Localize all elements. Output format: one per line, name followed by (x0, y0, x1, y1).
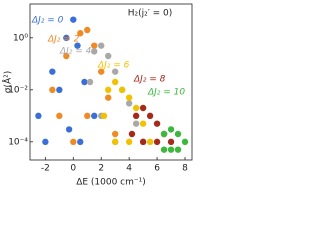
point (139, 138, 147, 146)
point (105, 94, 112, 101)
x-tick-label: -2 (41, 164, 50, 174)
y-tick-label: 10⁻² (8, 85, 28, 95)
point (63, 52, 70, 60)
point (111, 130, 119, 138)
point (84, 26, 91, 34)
point (49, 86, 56, 94)
point (181, 138, 189, 146)
point (125, 100, 133, 107)
point (63, 34, 70, 42)
point (86, 78, 94, 86)
y-axis-label: σ(Å²) (2, 71, 14, 94)
point (100, 112, 108, 120)
point (70, 16, 77, 23)
point (128, 130, 136, 138)
point (56, 112, 63, 120)
point (146, 112, 154, 120)
point (153, 138, 161, 146)
point (98, 68, 105, 75)
point (125, 138, 133, 146)
y-tick-label: 10⁻⁴ (8, 137, 28, 147)
point (74, 42, 81, 49)
x-tick-label: 2 (98, 164, 104, 174)
point (65, 126, 73, 133)
legend-label: ΔJ₂ = 2 (47, 35, 80, 45)
point (160, 146, 168, 153)
point (153, 120, 161, 127)
point (105, 52, 112, 60)
point (98, 42, 105, 49)
point (91, 48, 98, 55)
point (132, 112, 140, 120)
x-axis-label: ΔE (1000 cm⁻¹) (76, 178, 146, 188)
point (167, 126, 175, 133)
point (167, 138, 175, 146)
chart: H₂(j₂′ = 0) ΔE (1000 cm⁻¹) σ(Å²) -2 0 2 4 6 8… (2, 3, 193, 188)
point (84, 112, 91, 120)
x-tick-label: 4 (126, 164, 132, 174)
point (132, 104, 140, 112)
plot-frame (29, 3, 193, 161)
x-tick-label: 6 (154, 164, 160, 174)
point (132, 120, 140, 127)
point (139, 104, 147, 112)
legend-label: ΔJ₂ = 4 (59, 47, 92, 57)
point (91, 42, 98, 49)
point (81, 78, 88, 86)
point (111, 78, 119, 86)
point (35, 112, 42, 120)
legend-label: ΔJ₂ = 0 (31, 16, 64, 26)
legend-label: ΔJ₂ = 10 (147, 88, 185, 98)
point (111, 138, 119, 146)
legend-label: ΔJ₂ = 6 (97, 61, 130, 71)
point (167, 146, 175, 153)
point (91, 112, 98, 120)
point (174, 130, 182, 138)
y-tick-label: 10⁰ (13, 33, 28, 43)
point (49, 68, 56, 75)
annotation: H₂(j₂′ = 0) (128, 9, 173, 19)
point (160, 130, 168, 138)
point (111, 68, 119, 75)
x-tick-label: 8 (182, 164, 188, 174)
point (118, 86, 126, 94)
point (139, 120, 147, 127)
point (42, 138, 49, 146)
point (77, 138, 84, 146)
point (77, 30, 84, 37)
point (125, 94, 133, 101)
point (70, 138, 77, 146)
point (105, 86, 112, 94)
point (56, 86, 63, 94)
point (146, 138, 154, 146)
x-tick-label: 0 (70, 164, 76, 174)
legend-label: ΔJ₂ = 8 (133, 75, 166, 85)
point (174, 146, 182, 153)
